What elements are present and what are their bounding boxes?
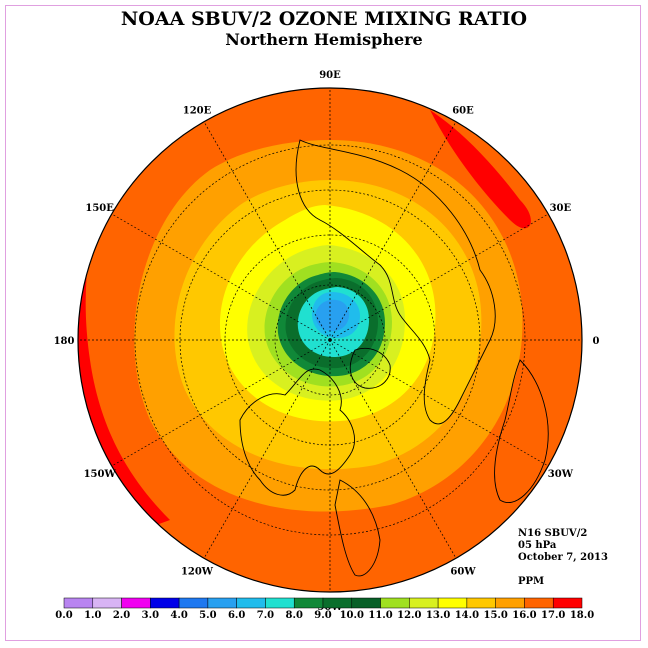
coast-eurasia [295, 139, 496, 425]
date-label: October 7, 2013 [518, 552, 608, 563]
longitude-label: 180 [54, 336, 75, 347]
meridian-line [329, 213, 549, 341]
meridian-line [111, 213, 331, 341]
longitude-label: 90W [317, 602, 343, 613]
meridian-line [111, 339, 331, 467]
latitude-circle-75 [274, 284, 386, 396]
map-title: NOAA SBUV/2 OZONE MIXING RATIO [120, 8, 528, 30]
longitude-label: 120W [181, 566, 214, 577]
ozone-field [78, 88, 582, 592]
coastlines [239, 139, 549, 577]
longitude-label: 150W [84, 469, 117, 480]
pressure-level-label: 05 hPa [518, 540, 557, 551]
coast-north-america [239, 368, 355, 496]
meridian-line [329, 121, 457, 341]
field-red-band-northeast [430, 110, 531, 229]
latitude-circle-30 [134, 144, 526, 536]
map-subtitle: Northern Hemisphere [225, 30, 423, 49]
meridian-line [329, 339, 549, 467]
figure-frame [5, 5, 641, 641]
longitude-label: 60W [450, 566, 476, 577]
longitude-labels: 90E 60E 30E 0 30W 60W 90W 120W 150W 180 150E 120E [54, 70, 600, 613]
plot-info: N16 SBUV/2 05 hPa October 7, 2013 PPM [518, 528, 608, 588]
meridian-line [203, 339, 331, 559]
meridian-line [329, 339, 457, 559]
longitude-label: 150E [85, 203, 114, 214]
longitude-label: 30W [548, 469, 574, 480]
longitude-label: 120E [183, 106, 212, 117]
hemisphere-outline [77, 87, 583, 593]
longitude-label: 60E [452, 106, 474, 117]
field-blue-core [315, 299, 350, 332]
longitude-label: 0 [593, 336, 600, 347]
coast-africa [494, 359, 549, 503]
meridian-line [203, 121, 331, 341]
units-label: PPM [518, 576, 545, 587]
longitude-label: 90E [319, 70, 341, 81]
coast-south-america [334, 479, 381, 577]
longitude-label: 30E [550, 203, 572, 214]
field-red-spot-north [200, 92, 232, 104]
coast-greenland [349, 347, 391, 389]
meridian-lines [78, 88, 582, 592]
graticule [78, 88, 582, 592]
instrument-label: N16 SBUV/2 [518, 528, 588, 539]
